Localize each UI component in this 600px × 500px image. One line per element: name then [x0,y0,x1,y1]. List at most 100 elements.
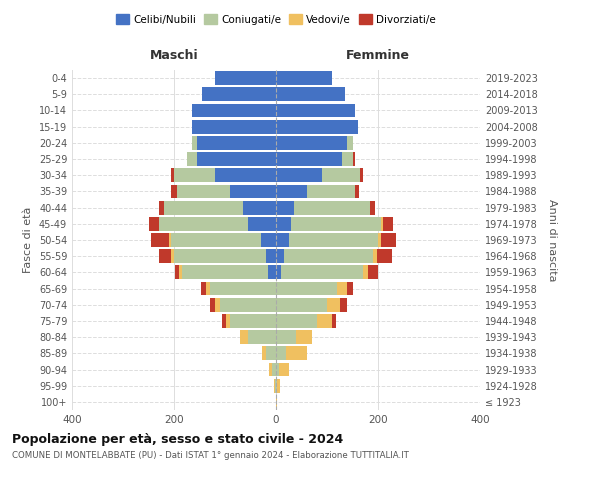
Bar [260,233,276,247]
Bar [337,282,347,296]
Bar [327,298,340,312]
Bar [266,346,276,360]
Bar [220,298,276,312]
Y-axis label: Anni di nascita: Anni di nascita [547,198,557,281]
Bar [149,217,158,230]
Bar [172,233,260,247]
Bar [276,136,347,149]
Bar [200,282,206,296]
Bar [370,200,376,214]
Bar [276,314,317,328]
Bar [215,168,276,182]
Bar [206,282,210,296]
Bar [192,104,276,118]
Legend: Celibi/Nubili, Coniugati/e, Vedovi/e, Divorziati/e: Celibi/Nubili, Coniugati/e, Vedovi/e, Di… [112,10,440,29]
Bar [222,314,226,328]
Bar [210,282,276,296]
Bar [276,298,327,312]
Bar [292,217,380,230]
Bar [276,362,278,376]
Bar [276,71,332,85]
Bar [248,330,276,344]
Bar [187,152,197,166]
Bar [176,184,230,198]
Bar [294,200,370,214]
Bar [243,200,276,214]
Bar [268,266,276,280]
Bar [347,136,353,149]
Bar [172,168,174,182]
Bar [281,266,363,280]
Bar [272,362,276,376]
Bar [355,184,359,198]
Bar [172,250,174,263]
Bar [380,233,396,247]
Bar [284,250,373,263]
Bar [192,136,197,149]
Bar [202,88,276,101]
Text: Maschi: Maschi [149,50,199,62]
Bar [276,379,277,392]
Bar [360,168,362,182]
Bar [276,395,277,409]
Bar [226,314,230,328]
Bar [322,168,360,182]
Bar [158,250,172,263]
Bar [276,282,337,296]
Bar [179,266,182,280]
Y-axis label: Fasce di età: Fasce di età [23,207,33,273]
Bar [210,298,215,312]
Bar [174,250,266,263]
Bar [230,184,276,198]
Bar [262,346,266,360]
Bar [347,282,353,296]
Bar [380,217,383,230]
Bar [215,298,220,312]
Bar [286,346,307,360]
Bar [276,104,355,118]
Bar [276,88,345,101]
Bar [274,379,275,392]
Bar [151,233,169,247]
Bar [197,152,276,166]
Bar [276,266,281,280]
Bar [340,298,347,312]
Bar [296,330,312,344]
Bar [159,200,164,214]
Bar [169,233,172,247]
Bar [353,152,355,166]
Bar [240,330,248,344]
Bar [307,184,355,198]
Bar [276,330,296,344]
Bar [276,346,286,360]
Bar [192,120,276,134]
Bar [289,233,378,247]
Bar [276,233,289,247]
Bar [266,250,276,263]
Text: Femmine: Femmine [346,50,410,62]
Bar [278,362,289,376]
Bar [277,379,280,392]
Bar [164,200,243,214]
Bar [248,217,276,230]
Bar [269,362,272,376]
Bar [276,152,342,166]
Bar [158,217,248,230]
Bar [332,314,336,328]
Bar [172,184,176,198]
Text: COMUNE DI MONTELABBATE (PU) - Dati ISTAT 1° gennaio 2024 - Elaborazione TUTTITAL: COMUNE DI MONTELABBATE (PU) - Dati ISTAT… [12,450,409,460]
Bar [276,200,294,214]
Bar [276,250,284,263]
Bar [230,314,276,328]
Bar [215,71,276,85]
Bar [368,266,378,280]
Bar [362,266,368,280]
Bar [342,152,353,166]
Bar [182,266,268,280]
Bar [276,217,292,230]
Bar [275,379,276,392]
Bar [174,168,215,182]
Bar [276,120,358,134]
Bar [378,233,380,247]
Bar [373,250,377,263]
